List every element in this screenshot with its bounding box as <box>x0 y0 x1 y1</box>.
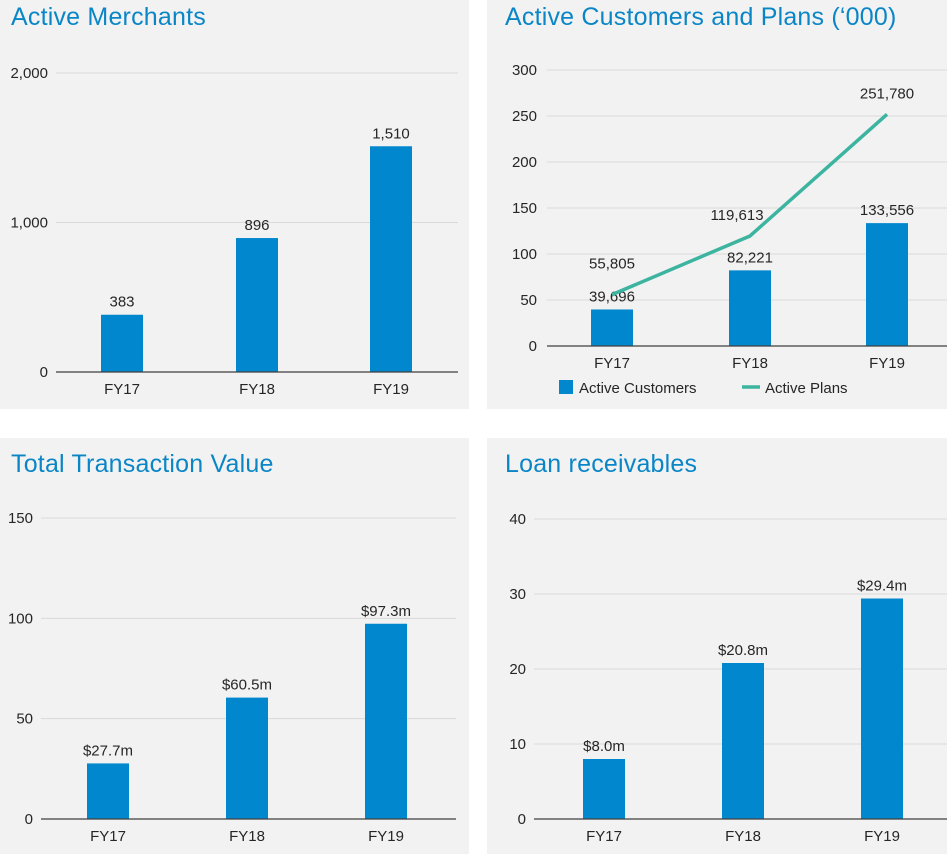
active-merchants-chart: 0 1,000 2,000 383 896 1,510 FY17 FY18 FY19 <box>10 65 458 398</box>
y-tick-label: 100 <box>8 610 33 627</box>
bar <box>591 309 633 346</box>
chart-title: Active Customers and Plans (‘000) <box>505 3 897 31</box>
legend-label: Active Customers <box>579 380 697 397</box>
active-customers-plans-chart: 0 50 100 150 200 250 300 39,696 82,221 133,556 55,… <box>512 62 947 397</box>
y-tick-label: 150 <box>8 510 33 527</box>
x-tick-label: FY18 <box>725 828 761 845</box>
legend-label: Active Plans <box>765 380 848 397</box>
data-label: 383 <box>109 294 134 311</box>
loan-receivables-panel: Loan receivables 0 10 20 30 40 $8.0m $20.8m $29… <box>487 438 947 854</box>
bar <box>101 314 143 372</box>
x-tick-label: FY17 <box>586 828 622 845</box>
data-label: 896 <box>244 217 269 234</box>
x-tick-label: FY19 <box>864 828 900 845</box>
data-label: $27.7m <box>83 742 133 759</box>
y-tick-label: 2,000 <box>10 65 48 82</box>
legend-swatch-active-customers <box>559 380 573 394</box>
bar <box>365 623 407 819</box>
data-label: 1,510 <box>372 125 410 142</box>
data-label: $60.5m <box>222 677 272 694</box>
chart-title: Total Transaction Value <box>11 450 274 478</box>
y-tick-label: 40 <box>509 511 526 528</box>
active-customers-plans-panel: Active Customers and Plans (‘000) 0 50 100… <box>487 0 947 409</box>
line-data-label: 55,805 <box>589 256 635 273</box>
chart-title: Loan receivables <box>505 450 698 478</box>
data-label: $8.0m <box>583 738 625 755</box>
bar <box>583 759 625 819</box>
line-data-label: 119,613 <box>710 207 763 224</box>
data-label: $29.4m <box>857 578 907 595</box>
x-tick-label: FY19 <box>368 828 404 845</box>
total-transaction-value-chart: 0 50 100 150 $27.7m $60.5m $97.3m FY17 FY18 FY19 <box>8 510 456 845</box>
x-tick-label: FY17 <box>594 355 630 372</box>
bar <box>370 146 412 372</box>
y-tick-label: 50 <box>16 711 33 728</box>
data-label: 133,556 <box>860 202 914 219</box>
data-label: $20.8m <box>718 642 768 659</box>
y-tick-label: 0 <box>25 811 33 828</box>
y-tick-label: 0 <box>518 811 526 828</box>
y-tick-label: 0 <box>529 338 537 355</box>
bar <box>722 663 764 819</box>
data-label: $97.3m <box>361 603 411 620</box>
x-tick-label: FY18 <box>732 355 768 372</box>
bar <box>87 763 129 819</box>
chart-title: Active Merchants <box>11 3 206 31</box>
y-tick-label: 200 <box>512 154 537 171</box>
bar <box>866 223 908 346</box>
data-label: 39,696 <box>589 288 635 305</box>
bar <box>861 598 903 819</box>
active-merchants-panel: Active Merchants 0 1,000 2,000 383 896 1,510 F… <box>0 0 469 409</box>
x-tick-label: FY19 <box>373 381 409 398</box>
line-data-label: 251,780 <box>860 85 914 102</box>
x-tick-label: FY18 <box>229 828 265 845</box>
y-tick-label: 0 <box>40 364 48 381</box>
y-tick-label: 300 <box>512 62 537 79</box>
bar <box>236 238 278 372</box>
bar <box>226 697 268 819</box>
x-tick-label: FY18 <box>239 381 275 398</box>
bar <box>729 270 771 346</box>
y-tick-label: 10 <box>509 736 526 753</box>
y-tick-label: 150 <box>512 200 537 217</box>
data-label: 82,221 <box>727 249 773 266</box>
series-line-active-plans <box>611 113 889 297</box>
y-tick-label: 100 <box>512 246 537 263</box>
total-transaction-value-panel: Total Transaction Value 0 50 100 150 $27.7m $… <box>0 438 469 854</box>
y-tick-label: 250 <box>512 108 537 125</box>
y-tick-label: 50 <box>520 292 537 309</box>
loan-receivables-chart: 0 10 20 30 40 $8.0m $20.8m $29.4m FY17 FY18 FY19 <box>509 511 947 845</box>
y-tick-label: 1,000 <box>10 215 48 232</box>
x-tick-label: FY17 <box>90 828 126 845</box>
x-tick-label: FY17 <box>104 381 140 398</box>
y-tick-label: 30 <box>509 586 526 603</box>
x-tick-label: FY19 <box>869 355 905 372</box>
y-tick-label: 20 <box>509 661 526 678</box>
